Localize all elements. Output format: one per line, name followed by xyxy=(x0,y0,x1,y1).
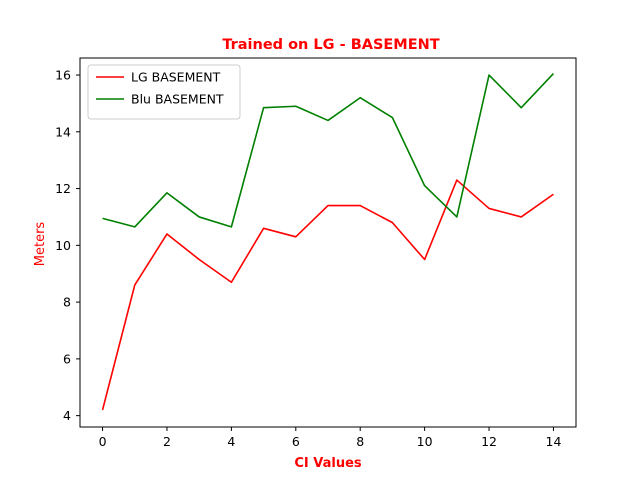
x-tick-label: 2 xyxy=(163,434,171,449)
x-tick-label: 6 xyxy=(292,434,300,449)
legend: LG BASEMENT Blu BASEMENT xyxy=(87,64,241,120)
series-layer xyxy=(101,73,555,411)
x-tick-label: 12 xyxy=(481,434,497,449)
y-axis-label: Meters xyxy=(33,222,48,267)
x-axis-label: CI Values xyxy=(294,456,362,471)
legend-label-1: Blu BASEMENT xyxy=(131,92,224,107)
legend-label-0: LG BASEMENT xyxy=(131,70,221,85)
y-tick-label: 10 xyxy=(55,238,71,253)
y-axis-ticks: 4 6 8 10 12 14 16 xyxy=(55,68,80,423)
legend-box xyxy=(87,64,241,120)
series-line-0 xyxy=(101,179,554,411)
x-tick-label: 8 xyxy=(356,434,364,449)
y-tick-label: 6 xyxy=(63,351,71,366)
x-tick-label: 14 xyxy=(546,434,562,449)
x-tick-label: 0 xyxy=(99,434,107,449)
axes-frame xyxy=(79,57,577,428)
x-tick-label: 4 xyxy=(227,434,235,449)
y-tick-label: 12 xyxy=(55,181,71,196)
y-tick-label: 16 xyxy=(55,68,71,83)
x-axis-ticks: 0 2 4 6 8 10 12 14 xyxy=(99,427,562,449)
chart-title: Trained on LG - BASEMENT xyxy=(222,37,439,53)
y-tick-label: 8 xyxy=(63,295,71,310)
x-tick-label: 10 xyxy=(417,434,433,449)
y-tick-label: 4 xyxy=(63,408,71,423)
y-tick-label: 14 xyxy=(55,124,71,139)
series-line-1 xyxy=(102,73,555,228)
